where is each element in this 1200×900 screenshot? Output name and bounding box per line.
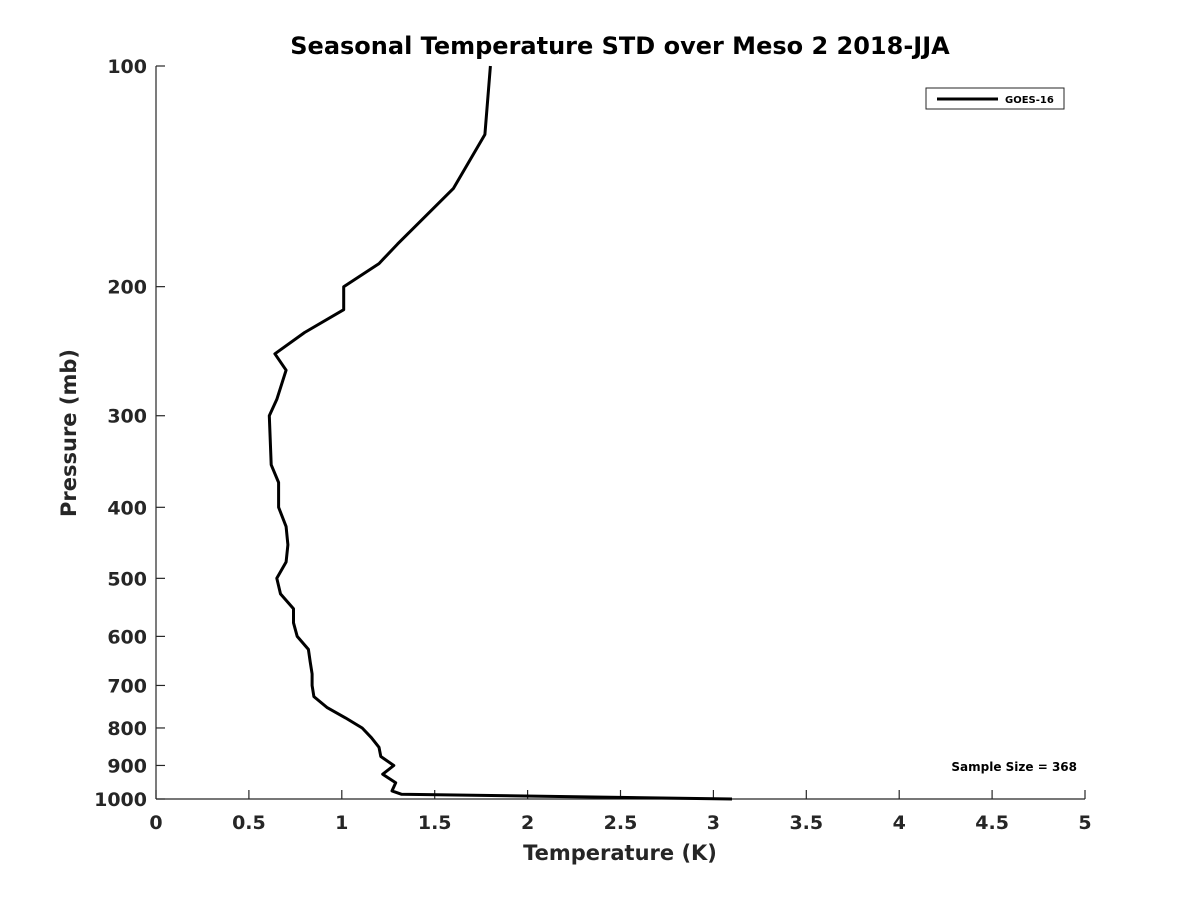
x-tick-label: 2 xyxy=(521,812,534,834)
y-tick-label: 600 xyxy=(107,626,147,648)
legend: GOES-16 xyxy=(925,87,1065,110)
y-tick-label: 800 xyxy=(107,718,147,740)
x-tick-label: 4 xyxy=(893,812,906,834)
sample-size-annotation: Sample Size = 368 xyxy=(951,760,1077,774)
y-axis-label: Pressure (mb) xyxy=(57,349,81,517)
y-tick-label: 900 xyxy=(107,755,147,777)
x-axis-ticks: 0 0.5 1 1.5 2 2.5 3 3.5 4 4.5 5 xyxy=(149,790,1092,834)
series-layer xyxy=(267,65,733,801)
x-tick-label: 5 xyxy=(1078,812,1091,834)
legend-entry-goes-16: GOES-16 xyxy=(1005,95,1054,106)
x-tick-label: 3 xyxy=(707,812,720,834)
x-tick-label: 3.5 xyxy=(789,812,823,834)
y-tick-label: 100 xyxy=(107,56,147,78)
y-tick-label: 500 xyxy=(107,568,147,590)
x-tick-label: 0 xyxy=(149,812,162,834)
y-tick-label: 1000 xyxy=(94,789,147,811)
series-line-goes-16 xyxy=(267,65,733,801)
y-tick-label: 400 xyxy=(107,497,147,519)
x-tick-label: 1 xyxy=(335,812,348,834)
x-tick-label: 2.5 xyxy=(604,812,638,834)
x-tick-label: 4.5 xyxy=(975,812,1009,834)
chart-title: Seasonal Temperature STD over Meso 2 201… xyxy=(290,32,950,60)
y-tick-label: 200 xyxy=(107,277,147,299)
x-tick-label: 1.5 xyxy=(418,812,452,834)
y-tick-label: 300 xyxy=(107,406,147,428)
x-axis-label: Temperature (K) xyxy=(523,841,717,865)
x-tick-label: 0.5 xyxy=(232,812,266,834)
y-axis-ticks: 100 200 300 400 500 600 700 800 900 1000 xyxy=(94,56,165,811)
y-tick-label: 700 xyxy=(107,675,147,697)
